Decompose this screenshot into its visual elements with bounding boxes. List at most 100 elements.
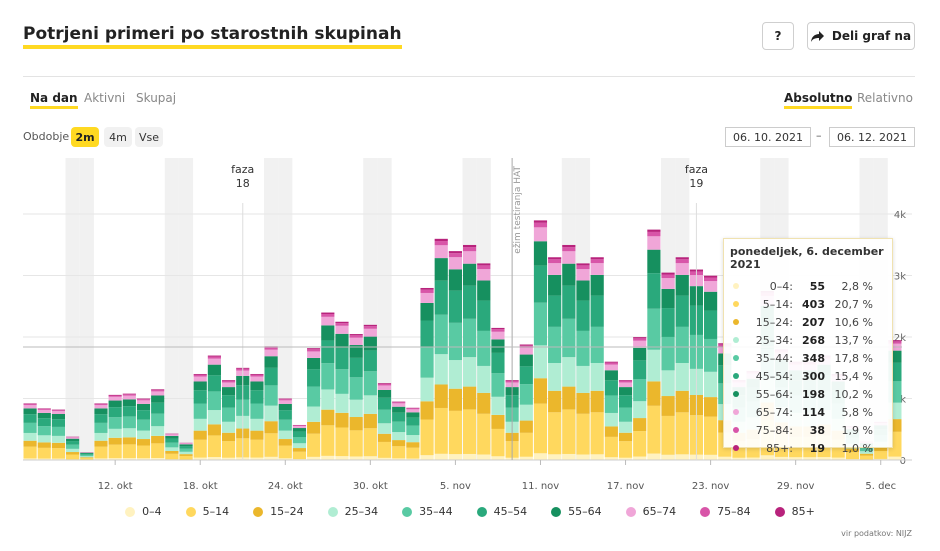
bar-segment bbox=[136, 419, 151, 431]
bar-segment bbox=[491, 414, 505, 429]
bar-segment bbox=[420, 287, 434, 290]
bar-segment bbox=[618, 407, 633, 422]
legend-item[interactable]: 25–34 bbox=[327, 505, 378, 518]
legend-item[interactable]: 65–74 bbox=[625, 505, 676, 518]
bar-segment bbox=[292, 431, 307, 438]
period-2m-button[interactable]: 2m bbox=[71, 127, 99, 147]
legend-item[interactable]: 15–24 bbox=[253, 505, 304, 518]
date-to-input[interactable]: 06. 12. 2021 bbox=[829, 127, 915, 147]
bar-segment bbox=[477, 300, 491, 331]
bar-segment bbox=[576, 263, 590, 266]
bar-segment bbox=[122, 458, 136, 460]
date-from-input[interactable]: 06. 10. 2021 bbox=[725, 127, 811, 147]
x-tick-label: 18. okt bbox=[183, 481, 218, 492]
bar-segment bbox=[80, 458, 94, 460]
bar-segment bbox=[420, 401, 434, 420]
bar-segment bbox=[633, 340, 647, 348]
bar-segment bbox=[23, 422, 37, 433]
bar-segment bbox=[207, 391, 221, 411]
x-tick-label: 11. nov bbox=[522, 481, 560, 492]
share-button[interactable]: Deli graf na bbox=[807, 22, 915, 50]
bar-segment bbox=[250, 373, 264, 375]
bar-segment bbox=[136, 410, 151, 420]
bar-segment bbox=[618, 432, 633, 442]
bar-segment bbox=[307, 351, 321, 358]
bar-segment bbox=[675, 259, 689, 264]
bar-segment bbox=[207, 435, 221, 458]
bar-segment bbox=[321, 316, 335, 326]
bar-segment bbox=[207, 356, 221, 359]
weekend-band bbox=[164, 158, 179, 460]
tooltip-title: ponedeljek, 6. december 2021 bbox=[730, 245, 884, 271]
tab-aktivni[interactable]: Aktivni bbox=[84, 91, 126, 105]
bar-segment bbox=[491, 331, 505, 340]
bar-segment bbox=[661, 308, 675, 337]
bar-segment bbox=[51, 435, 66, 443]
legend-label: 75–84 bbox=[717, 505, 751, 518]
bar-segment bbox=[618, 380, 633, 381]
bar-segment bbox=[675, 390, 689, 413]
bar-segment bbox=[434, 314, 448, 355]
y-tick-label: 3k bbox=[894, 272, 906, 283]
tooltip-dot bbox=[733, 283, 739, 289]
bar-segment bbox=[448, 290, 462, 323]
bar-segment bbox=[477, 263, 491, 266]
tab-na-dan[interactable]: Na dan bbox=[30, 91, 78, 109]
bar-segment bbox=[193, 439, 207, 458]
bar-segment bbox=[704, 291, 718, 311]
bar-segment bbox=[335, 369, 349, 394]
bar-segment bbox=[562, 263, 576, 286]
bar-segment bbox=[590, 263, 604, 275]
bar-segment bbox=[392, 421, 406, 433]
legend-item[interactable]: 55–64 bbox=[551, 505, 602, 518]
bar-segment bbox=[406, 407, 420, 409]
period-4m-button[interactable]: 4m bbox=[104, 127, 132, 147]
bar-segment bbox=[590, 390, 604, 413]
bar-segment bbox=[859, 453, 874, 456]
bar-segment bbox=[151, 389, 165, 391]
legend-item[interactable]: 45–54 bbox=[476, 505, 527, 518]
legend-item[interactable]: 0–4 bbox=[125, 505, 162, 518]
legend-label: 85+ bbox=[791, 505, 815, 518]
legend-label: 55–64 bbox=[568, 505, 602, 518]
bar-segment bbox=[349, 456, 363, 460]
tooltip-row: 45–54: 300 15,4 % bbox=[730, 367, 886, 385]
help-button[interactable]: ? bbox=[762, 22, 794, 50]
bar-segment bbox=[23, 440, 37, 447]
tab-absolutno[interactable]: Absolutno bbox=[784, 91, 853, 109]
legend-item[interactable]: 75–84 bbox=[700, 505, 751, 518]
bar-segment bbox=[817, 457, 831, 460]
bar-segment bbox=[789, 457, 803, 460]
bar-segment bbox=[363, 428, 377, 457]
bar-segment bbox=[221, 441, 236, 458]
bar-segment bbox=[533, 222, 548, 228]
legend-item[interactable]: 85+ bbox=[774, 505, 815, 518]
bar-segment bbox=[519, 384, 533, 405]
legend-item[interactable]: 35–44 bbox=[402, 505, 453, 518]
bar-segment bbox=[647, 453, 661, 460]
bar-segment bbox=[179, 451, 193, 455]
period-all-button[interactable]: Vse bbox=[135, 127, 163, 147]
bar-segment bbox=[704, 371, 718, 398]
tab-relativno[interactable]: Relativno bbox=[857, 91, 913, 105]
bar-segment bbox=[307, 433, 321, 457]
legend-item[interactable]: 5–14 bbox=[185, 505, 229, 518]
bar-segment bbox=[859, 455, 874, 460]
bar-segment bbox=[831, 457, 845, 460]
bar-segment bbox=[80, 453, 94, 455]
bar-segment bbox=[491, 329, 505, 332]
y-tick-label: 2k bbox=[894, 333, 906, 344]
bar-segment bbox=[108, 437, 122, 445]
bar-segment bbox=[122, 428, 136, 438]
x-tick-label: 5. dec bbox=[865, 481, 896, 492]
bar-segment bbox=[80, 457, 94, 459]
bar-segment bbox=[463, 285, 477, 319]
bar-segment bbox=[533, 345, 548, 379]
bar-segment bbox=[23, 458, 37, 460]
bar-segment bbox=[179, 454, 193, 456]
bar-segment bbox=[633, 379, 647, 402]
y-tick-label: 0 bbox=[900, 456, 906, 467]
bar-segment bbox=[406, 408, 420, 410]
tab-skupaj[interactable]: Skupaj bbox=[136, 91, 177, 105]
